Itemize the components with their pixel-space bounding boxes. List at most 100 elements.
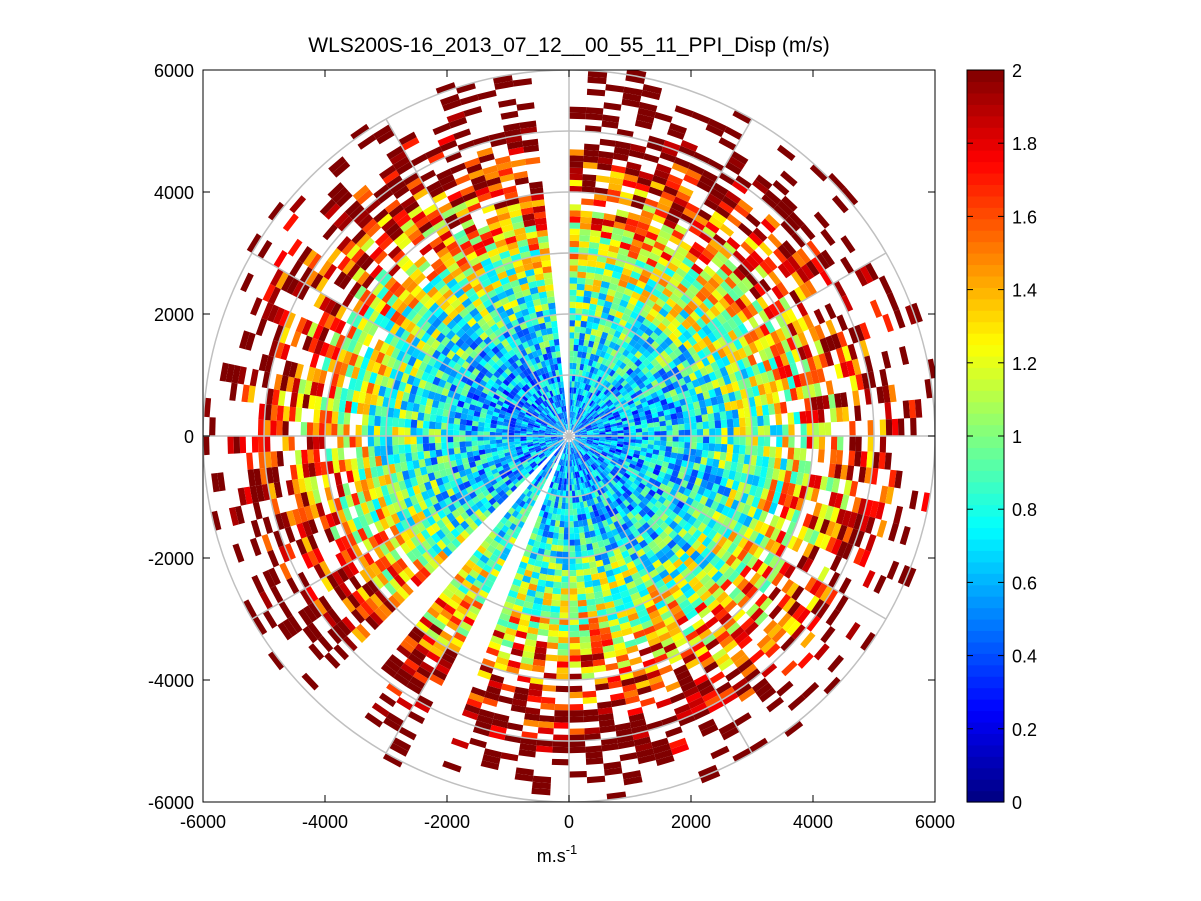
- ppi-cell: [456, 357, 466, 367]
- ppi-cell: [462, 312, 473, 323]
- ppi-cell: [621, 293, 631, 303]
- ppi-cell: [605, 474, 613, 482]
- ppi-cell: [366, 382, 375, 395]
- ppi-cell: [609, 447, 617, 452]
- ppi-cell: [616, 285, 626, 294]
- ppi-cell: [540, 411, 547, 417]
- ppi-cell: [520, 442, 528, 447]
- ppi-cell: [484, 242, 497, 253]
- ppi-cell: [665, 468, 674, 476]
- ppi-cell: [655, 564, 666, 575]
- ppi-cell: [482, 354, 492, 363]
- ppi-cell: [410, 427, 417, 436]
- ppi-cell: [668, 584, 681, 595]
- ppi-cell: [569, 417, 571, 424]
- ppi-cell: [561, 576, 569, 583]
- ppi-cell: [448, 410, 456, 418]
- ppi-cell: [701, 536, 713, 548]
- ppi-cell: [608, 555, 618, 564]
- ppi-cell: [589, 511, 596, 519]
- ppi-cell: [474, 459, 482, 467]
- ppi-cell: [539, 413, 546, 419]
- ppi-cell: [757, 436, 765, 447]
- ppi-cell: [577, 444, 582, 450]
- ppi-cell: [572, 362, 577, 370]
- ppi-cell: [442, 289, 454, 300]
- ppi-cell: [526, 374, 533, 382]
- ppi-cell: [753, 520, 764, 533]
- ppi-cell: [386, 426, 393, 436]
- ppi-cell: [621, 417, 628, 422]
- ppi-cell: [610, 515, 618, 523]
- ppi-cell: [603, 476, 610, 484]
- ppi-cell: [533, 480, 540, 488]
- ppi-cell: [734, 471, 742, 482]
- ppi-cell: [577, 265, 587, 273]
- ppi-cell: [479, 412, 487, 419]
- ppi-cell: [581, 433, 588, 435]
- ppi-cell: [398, 480, 407, 491]
- ppi-cell: [615, 402, 622, 409]
- ppi-cell: [675, 458, 683, 466]
- ppi-cell: [623, 482, 631, 490]
- ppi-cell: [527, 352, 535, 360]
- ppi-cell: [583, 446, 589, 452]
- ppi-cell: [571, 418, 574, 425]
- ppi-cell: [556, 508, 562, 515]
- ppi-cell: [632, 597, 644, 607]
- ppi-cell: [566, 424, 568, 430]
- ppi-cell: [460, 529, 470, 540]
- ppi-cell: [520, 379, 527, 387]
- ppi-cell: [432, 486, 441, 496]
- ppi-cell: [555, 464, 560, 471]
- ppi-cell: [496, 342, 505, 351]
- ppi-cell: [556, 489, 561, 497]
- ppi-cell: [526, 429, 533, 433]
- ppi-cell: [557, 381, 562, 389]
- ppi-cell: [748, 375, 758, 388]
- ppi-cell: [534, 457, 541, 463]
- ppi-cell: [678, 436, 685, 443]
- ppi-cell: [514, 310, 524, 319]
- ppi-cell: [570, 441, 573, 448]
- ppi-cell: [361, 425, 368, 436]
- ppi-cell: [431, 543, 443, 555]
- ppi-cell: [625, 386, 634, 393]
- ppi-cell: [652, 594, 664, 605]
- ppi-cell: [361, 414, 369, 426]
- ppi-cell: [282, 436, 289, 451]
- ppi-cell: [575, 465, 579, 472]
- ppi-cell: [569, 301, 576, 309]
- ppi-cell: [598, 480, 605, 488]
- ppi-cell: [558, 637, 569, 644]
- ppi-cell: [579, 416, 585, 422]
- ppi-cell: [722, 516, 733, 528]
- ppi-cell: [593, 497, 599, 505]
- ppi-cell: [608, 462, 615, 469]
- ppi-cell: [542, 334, 549, 342]
- ppi-cell: [688, 372, 698, 382]
- ppi-cell: [667, 402, 676, 410]
- ppi-cell: [767, 457, 776, 469]
- ppi-cell: [669, 407, 677, 415]
- ppi-cell: [632, 469, 640, 476]
- ppi-cell: [548, 624, 560, 631]
- ppi-cell: [604, 381, 612, 389]
- ppi-cell: [422, 420, 430, 429]
- ppi-cell: [574, 431, 581, 434]
- ppi-cell: [640, 447, 648, 453]
- ppi-cell: [587, 492, 593, 500]
- ppi-cell: [655, 517, 665, 527]
- ppi-cell: [830, 436, 838, 450]
- ppi-cell: [585, 398, 591, 405]
- ppi-cell: [586, 430, 594, 434]
- ppi-cell: [525, 300, 535, 309]
- ppi-cell: [632, 333, 641, 343]
- ppi-cell: [590, 491, 597, 499]
- ppi-cell: [554, 401, 559, 409]
- ppi-cell: [578, 425, 585, 430]
- ppi-cell: [551, 326, 559, 334]
- ppi-cell: [531, 350, 539, 358]
- ppi-cell: [564, 441, 568, 448]
- ppi-cell: [441, 515, 451, 526]
